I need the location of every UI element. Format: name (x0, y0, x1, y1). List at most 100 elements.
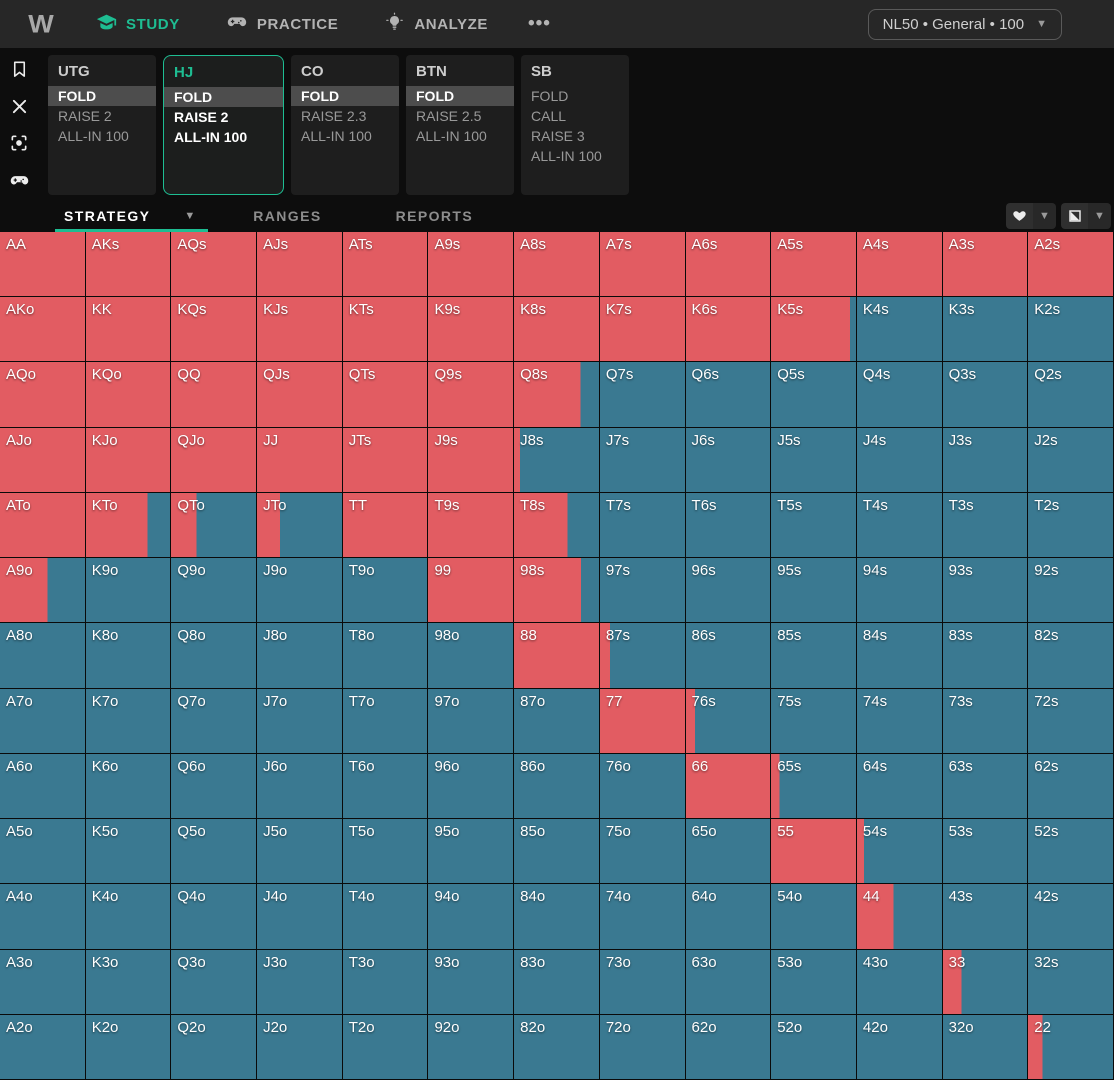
bookmark-icon[interactable] (5, 56, 33, 82)
hand-cell-QTs[interactable]: QTs (342, 362, 429, 428)
hand-cell-K6o[interactable]: K6o (85, 753, 172, 820)
action-fold[interactable]: FOLD (164, 87, 283, 107)
hand-cell-A2o[interactable]: A2o (0, 1014, 86, 1080)
position-panel-sb[interactable]: SB FOLD CALL RAISE 3 ALL-IN 100 (521, 55, 629, 195)
hand-cell-AA[interactable]: AA (0, 232, 86, 298)
hand-cell-T6s[interactable]: T6s (685, 492, 772, 559)
hand-cell-J8o[interactable]: J8o (257, 623, 343, 689)
hand-cell-A9s[interactable]: A9s (428, 232, 515, 298)
hand-cell-T2s[interactable]: T2s (1028, 492, 1114, 559)
strategy-caret-icon[interactable]: ▼ (184, 209, 196, 222)
hand-cell-A2s[interactable]: A2s (1028, 232, 1114, 298)
hand-cell-T8s[interactable]: T8s (514, 492, 600, 559)
hand-cell-76o[interactable]: 76o (599, 753, 686, 820)
hand-cell-52o[interactable]: 52o (771, 1014, 857, 1080)
hand-cell-J6o[interactable]: J6o (257, 753, 343, 820)
action-fold[interactable]: FOLD (291, 86, 399, 106)
hand-cell-A7s[interactable]: A7s (599, 232, 686, 298)
hand-cell-43s[interactable]: 43s (942, 884, 1029, 950)
hand-cell-84o[interactable]: 84o (514, 884, 600, 950)
position-panel-co[interactable]: CO FOLD RAISE 2.3 ALL-IN 100 (291, 55, 399, 195)
hand-cell-J9o[interactable]: J9o (257, 558, 343, 624)
hand-cell-65o[interactable]: 65o (685, 819, 772, 885)
hand-cell-Q8o[interactable]: Q8o (171, 623, 258, 689)
hand-cell-32o[interactable]: 32o (942, 1014, 1029, 1080)
hand-cell-22[interactable]: 22 (1028, 1014, 1114, 1080)
nav-more-button[interactable]: ••• (527, 13, 551, 34)
hand-cell-J7s[interactable]: J7s (599, 427, 686, 493)
hand-cell-J4s[interactable]: J4s (856, 427, 943, 493)
hand-cell-Q7s[interactable]: Q7s (599, 362, 686, 428)
hand-cell-53s[interactable]: 53s (942, 819, 1029, 885)
hand-cell-QTo[interactable]: QTo (171, 492, 258, 559)
solution-selector[interactable]: NL50 • General • 100 ▼ (867, 8, 1062, 40)
hand-cell-Q5s[interactable]: Q5s (771, 362, 857, 428)
hand-cell-96o[interactable]: 96o (428, 753, 515, 820)
hand-cell-AKo[interactable]: AKo (0, 297, 86, 363)
action-all-in-100[interactable]: ALL-IN 100 (531, 148, 602, 164)
nav-analyze[interactable]: ANALYZE (384, 12, 488, 37)
hand-cell-KJs[interactable]: KJs (257, 297, 343, 363)
hand-cell-Q4s[interactable]: Q4s (856, 362, 943, 428)
hand-cell-A8s[interactable]: A8s (514, 232, 600, 298)
hand-cell-87s[interactable]: 87s (599, 623, 686, 689)
hand-cell-KJo[interactable]: KJo (85, 427, 172, 493)
hand-cell-J3s[interactable]: J3s (942, 427, 1029, 493)
hand-cell-JJ[interactable]: JJ (257, 427, 343, 493)
hand-cell-K4o[interactable]: K4o (85, 884, 172, 950)
hand-cell-95s[interactable]: 95s (771, 558, 857, 624)
hand-cell-Q8s[interactable]: Q8s (514, 362, 600, 428)
hand-cell-A9o[interactable]: A9o (0, 558, 86, 624)
hand-cell-93s[interactable]: 93s (942, 558, 1029, 624)
position-panel-btn[interactable]: BTN FOLD RAISE 2.5 ALL-IN 100 (406, 55, 514, 195)
hand-cell-AQo[interactable]: AQo (0, 362, 86, 428)
action-raise-2[interactable]: RAISE 2 (58, 108, 112, 124)
hand-cell-J8s[interactable]: J8s (514, 427, 600, 493)
hand-cell-86o[interactable]: 86o (514, 753, 600, 820)
action-raise-3[interactable]: RAISE 3 (531, 128, 585, 144)
hand-cell-83o[interactable]: 83o (514, 949, 600, 1015)
hand-cell-73s[interactable]: 73s (942, 688, 1029, 754)
hand-cell-94s[interactable]: 94s (856, 558, 943, 624)
hand-cell-A5o[interactable]: A5o (0, 819, 86, 885)
hand-cell-32s[interactable]: 32s (1028, 949, 1114, 1015)
hand-cell-KK[interactable]: KK (85, 297, 172, 363)
hand-cell-44[interactable]: 44 (856, 884, 943, 950)
hand-cell-43o[interactable]: 43o (856, 949, 943, 1015)
hand-cell-J7o[interactable]: J7o (257, 688, 343, 754)
hand-cell-J3o[interactable]: J3o (257, 949, 343, 1015)
hand-cell-J2o[interactable]: J2o (257, 1014, 343, 1080)
hand-cell-K3o[interactable]: K3o (85, 949, 172, 1015)
hand-cell-KTo[interactable]: KTo (85, 492, 172, 559)
hand-cell-J6s[interactable]: J6s (685, 427, 772, 493)
hand-cell-86s[interactable]: 86s (685, 623, 772, 689)
hand-cell-A5s[interactable]: A5s (771, 232, 857, 298)
hand-cell-J4o[interactable]: J4o (257, 884, 343, 950)
hand-cell-74o[interactable]: 74o (599, 884, 686, 950)
hand-cell-KTs[interactable]: KTs (342, 297, 429, 363)
app-logo[interactable]: W (28, 9, 53, 38)
hand-cell-K3s[interactable]: K3s (942, 297, 1029, 363)
hand-cell-JTs[interactable]: JTs (342, 427, 429, 493)
hand-cell-J5s[interactable]: J5s (771, 427, 857, 493)
hand-cell-T7s[interactable]: T7s (599, 492, 686, 559)
hand-cell-T3o[interactable]: T3o (342, 949, 429, 1015)
hand-cell-ATs[interactable]: ATs (342, 232, 429, 298)
hand-cell-T9s[interactable]: T9s (428, 492, 515, 559)
hand-cell-QQ[interactable]: QQ (171, 362, 258, 428)
hand-cell-85o[interactable]: 85o (514, 819, 600, 885)
contrast-square-icon[interactable] (1061, 203, 1088, 229)
favorite-dropdown-caret[interactable]: ▼ (1033, 203, 1056, 229)
hand-cell-Q9o[interactable]: Q9o (171, 558, 258, 624)
hand-cell-K5s[interactable]: K5s (771, 297, 857, 363)
hand-cell-64o[interactable]: 64o (685, 884, 772, 950)
hand-cell-J5o[interactable]: J5o (257, 819, 343, 885)
hand-cell-97o[interactable]: 97o (428, 688, 515, 754)
action-raise-2-5[interactable]: RAISE 2.5 (416, 108, 482, 124)
hand-cell-72s[interactable]: 72s (1028, 688, 1114, 754)
hand-cell-65s[interactable]: 65s (771, 753, 857, 820)
hand-cell-J9s[interactable]: J9s (428, 427, 515, 493)
hand-cell-K8s[interactable]: K8s (514, 297, 600, 363)
action-all-in-100[interactable]: ALL-IN 100 (416, 128, 487, 144)
hand-cell-A3o[interactable]: A3o (0, 949, 86, 1015)
